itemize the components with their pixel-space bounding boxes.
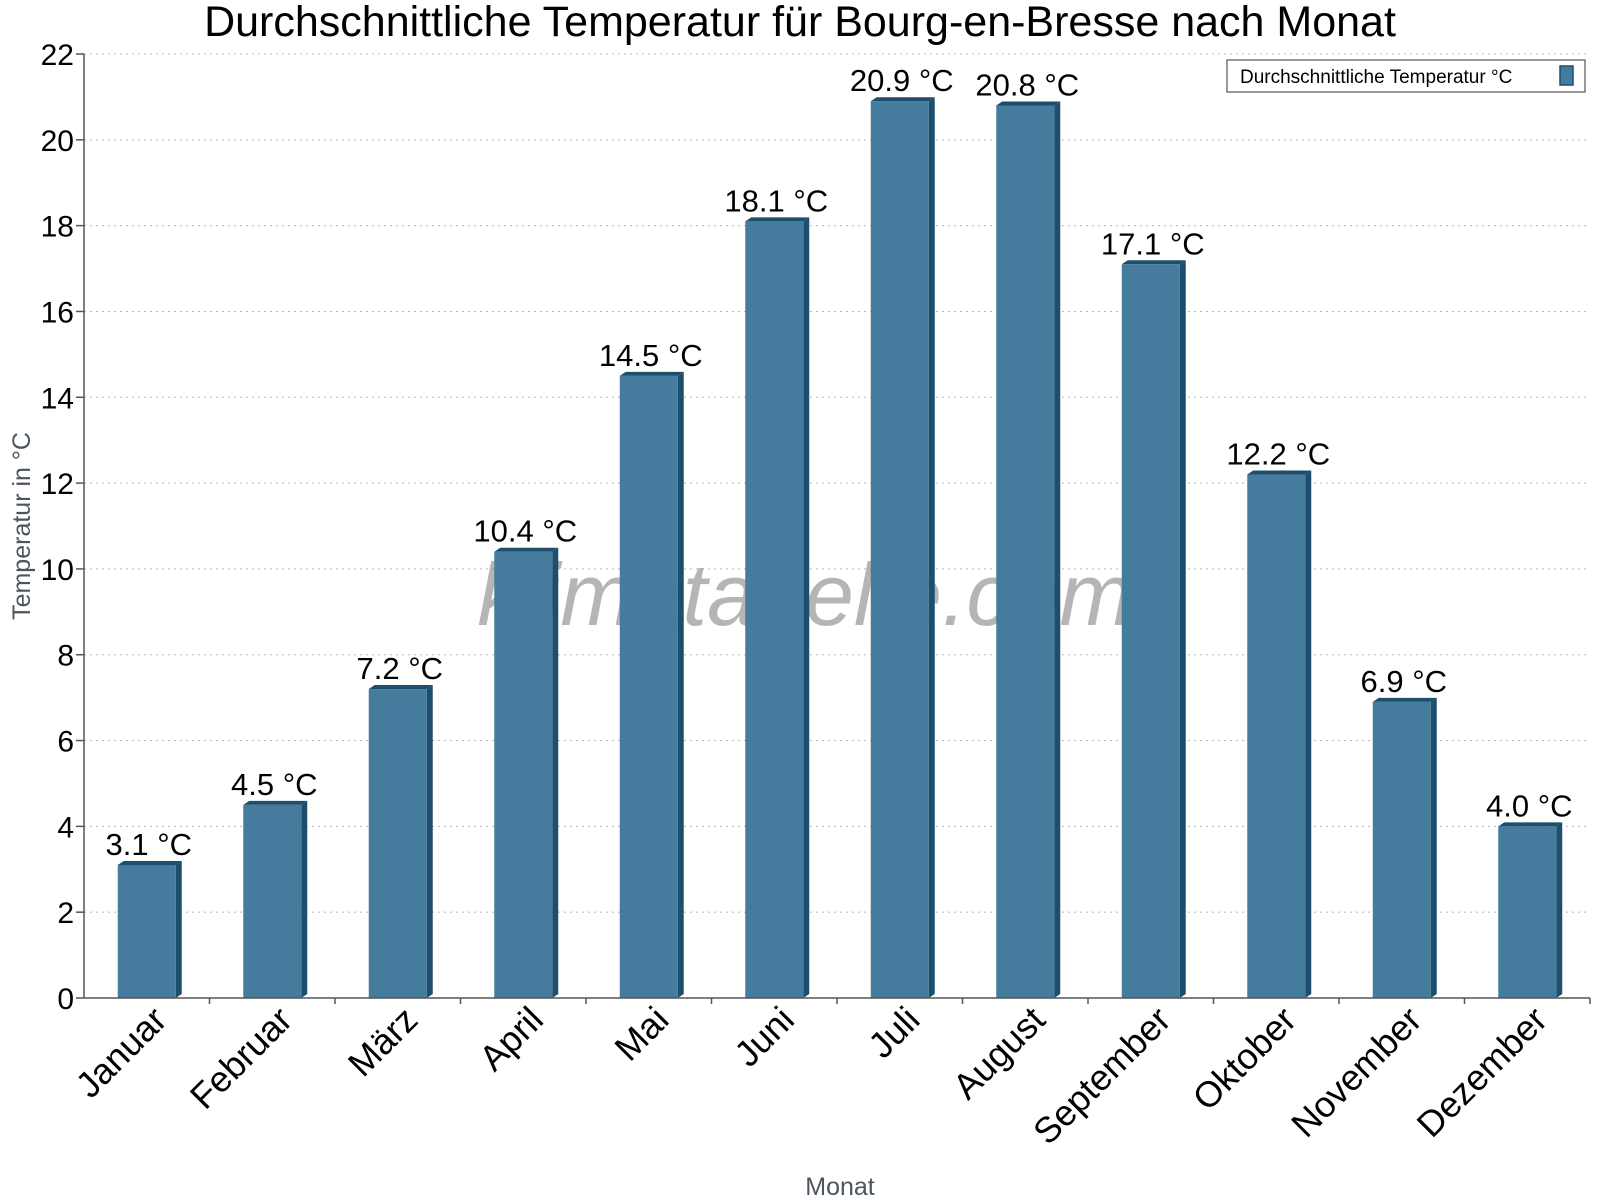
bar-front-face bbox=[745, 221, 804, 998]
bar-top-face bbox=[368, 685, 433, 690]
value-label: 10.4 °C bbox=[473, 514, 577, 549]
bar-front-face bbox=[117, 864, 176, 998]
bar-top-face bbox=[619, 371, 684, 376]
value-label: 14.5 °C bbox=[599, 338, 703, 373]
bar-märz bbox=[368, 685, 433, 998]
bar-mai bbox=[619, 371, 684, 998]
bar-januar bbox=[117, 860, 182, 998]
bar-front-face bbox=[494, 551, 553, 998]
x-tick-label: Mai bbox=[606, 999, 676, 1069]
bar-august bbox=[996, 101, 1061, 998]
bar-front-face bbox=[1121, 264, 1180, 999]
value-labels: 3.1 °C 4.5 °C 7.2 °C 10.4 °C 14.5 °C 18.1 °C 2… bbox=[106, 63, 1573, 862]
bar-top-face bbox=[117, 860, 182, 865]
x-tick-label: Januar bbox=[68, 999, 175, 1106]
x-tick-label: Juni bbox=[726, 999, 802, 1075]
bar-front-face bbox=[1372, 701, 1431, 998]
x-tick-label: Oktober bbox=[1184, 999, 1304, 1119]
bar-top-face bbox=[494, 547, 559, 552]
bar-front-face bbox=[1247, 474, 1306, 998]
y-tick-label: 6 bbox=[57, 726, 74, 759]
bar-front-face bbox=[243, 804, 302, 998]
x-tick-label: August bbox=[945, 999, 1053, 1107]
bar-februar bbox=[243, 800, 308, 998]
bars bbox=[117, 97, 1563, 999]
x-tick-label: März bbox=[340, 999, 426, 1085]
bar-oktober bbox=[1247, 470, 1312, 998]
y-tick-label: 0 bbox=[57, 983, 74, 1016]
bar-dezember bbox=[1498, 822, 1563, 998]
value-label: 4.5 °C bbox=[231, 767, 318, 802]
y-ticks: 0 2 4 6 8 10 12 14 16 18 20 22 bbox=[41, 39, 84, 1016]
y-axis-label: Temperatur in °C bbox=[8, 432, 36, 620]
chart-title: Durchschnittliche Temperatur für Bourg-e… bbox=[204, 0, 1396, 46]
gridlines bbox=[84, 53, 1590, 913]
y-tick-label: 10 bbox=[41, 554, 74, 587]
x-tick-label: November bbox=[1283, 999, 1429, 1145]
value-label: 7.2 °C bbox=[357, 651, 444, 686]
axes bbox=[83, 54, 1590, 999]
bar-side-face bbox=[552, 547, 559, 998]
value-label: 18.1 °C bbox=[724, 183, 828, 218]
y-tick-label: 8 bbox=[57, 640, 74, 673]
bar-top-face bbox=[1121, 260, 1186, 265]
value-label: 6.9 °C bbox=[1361, 664, 1448, 699]
y-tick-label: 14 bbox=[41, 382, 74, 415]
bar-side-face bbox=[1556, 822, 1563, 998]
bar-juni bbox=[745, 217, 810, 998]
x-tick-label: Februar bbox=[182, 999, 300, 1117]
bar-side-face bbox=[1430, 697, 1437, 998]
bar-top-face bbox=[1498, 822, 1563, 827]
bar-top-face bbox=[1372, 697, 1437, 702]
value-label: 20.8 °C bbox=[975, 67, 1079, 102]
bar-april bbox=[494, 547, 559, 998]
bar-side-face bbox=[1054, 101, 1061, 998]
y-tick-label: 16 bbox=[41, 296, 74, 329]
bar-front-face bbox=[619, 375, 678, 998]
bar-side-face bbox=[301, 800, 308, 998]
y-tick-label: 4 bbox=[57, 811, 74, 844]
x-axis-label: Monat bbox=[805, 1173, 875, 1200]
x-tick-label: September bbox=[1025, 999, 1179, 1153]
y-tick-label: 20 bbox=[41, 125, 74, 158]
bar-side-face bbox=[175, 860, 182, 998]
legend-label: Durchschnittliche Temperatur °C bbox=[1240, 67, 1512, 88]
bar-top-face bbox=[745, 217, 810, 222]
y-tick-label: 18 bbox=[41, 211, 74, 244]
x-tick-label: Juli bbox=[860, 999, 927, 1066]
x-ticks: Januar Februar März April Mai Juni Juli AugustS… bbox=[68, 998, 1591, 1153]
bar-side-face bbox=[426, 685, 433, 998]
bar-side-face bbox=[928, 97, 935, 998]
bar-november bbox=[1372, 697, 1437, 998]
value-label: 12.2 °C bbox=[1226, 437, 1330, 472]
value-label: 4.0 °C bbox=[1486, 788, 1573, 823]
legend-swatch bbox=[1559, 65, 1574, 86]
y-tick-label: 22 bbox=[41, 39, 74, 72]
bar-side-face bbox=[1179, 260, 1186, 999]
bar-front-face bbox=[368, 689, 427, 998]
value-label: 3.1 °C bbox=[106, 827, 193, 862]
bar-side-face bbox=[1305, 470, 1312, 998]
legend-box bbox=[1226, 59, 1586, 93]
bar-top-face bbox=[243, 800, 308, 805]
bar-september bbox=[1121, 260, 1186, 999]
x-tick-label: Dezember bbox=[1408, 999, 1554, 1145]
legend: Durchschnittliche Temperatur °C bbox=[1226, 59, 1586, 93]
y-tick-label: 12 bbox=[41, 468, 74, 501]
bar-top-face bbox=[1247, 470, 1312, 475]
bar-side-face bbox=[677, 371, 684, 998]
bar-front-face bbox=[1498, 826, 1557, 998]
bar-side-face bbox=[803, 217, 810, 998]
bar-front-face bbox=[870, 101, 929, 998]
x-tick-label: April bbox=[471, 999, 551, 1079]
value-label: 17.1 °C bbox=[1101, 226, 1205, 261]
value-label: 20.9 °C bbox=[850, 63, 954, 98]
y-tick-label: 2 bbox=[57, 897, 74, 930]
bar-top-face bbox=[870, 97, 935, 102]
bar-front-face bbox=[996, 105, 1055, 998]
bar-juli bbox=[870, 97, 935, 998]
bar-top-face bbox=[996, 101, 1061, 106]
